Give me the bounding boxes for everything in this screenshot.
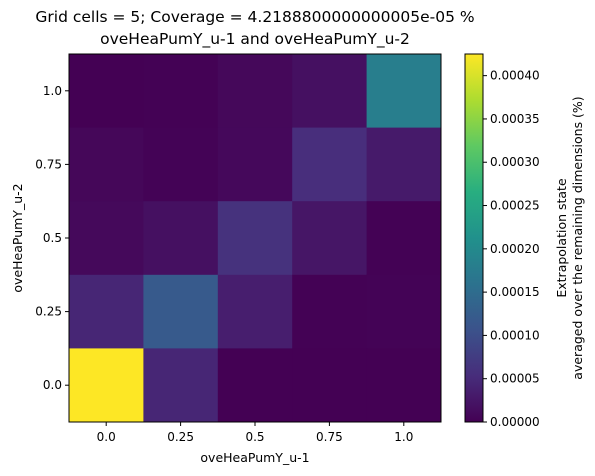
colorbar-tick-label: 0.00030 [490,155,540,169]
heatmap-cell [366,127,442,202]
y-tick-label: 0.5 [43,231,62,245]
x-tick-label: 0.0 [97,430,116,444]
colorbar [465,54,483,422]
heatmap-cell [366,274,442,349]
colorbar-tick-label: 0.00010 [490,328,540,342]
heatmap-cell [217,274,293,349]
heatmap-cell [217,201,293,276]
colorbar-tick-label: 0.00005 [490,372,540,386]
heatmap-cell [292,54,368,129]
heatmap-cell [143,348,219,423]
heatmap-cell [143,54,219,129]
heatmap-cell [69,127,144,202]
heatmap-cell [292,274,368,349]
colorbar-ticks: 0.00000 0.00005 0.00010 0.00015 0.00020 0.000… [483,69,540,429]
colorbar-tick-label: 0.00020 [490,242,540,256]
heatmap-cell [143,201,219,276]
heatmap-cell [366,201,442,276]
y-tick-label: 0.0 [43,378,62,392]
x-tick-label: 1.0 [394,430,413,444]
colorbar-tick-label: 0.00000 [490,415,540,429]
heatmap-cell [292,348,368,423]
heatmap-cell [292,127,368,202]
heatmap-cell [217,348,293,423]
colorbar-label-line-1: Extrapolation state [554,178,569,298]
colorbar-tick-label: 0.00035 [490,112,540,126]
colorbar-tick-label: 0.00040 [490,69,540,83]
heatmap-cell [292,201,368,276]
heatmap-cell [217,127,293,202]
colorbar-tick-label: 0.00025 [490,199,540,213]
colorbar-frame [464,53,484,423]
y-tick-label: 0.25 [35,305,62,319]
heatmap-cell [143,127,219,202]
heatmap-cell [143,274,219,349]
colorbar-tick-label: 0.00015 [490,285,540,299]
heatmap-cell [69,201,144,276]
y-axis-label: oveHeaPumY_u-2 [10,183,25,292]
y-tick-label: 1.0 [43,84,62,98]
y-tick-label: 0.75 [35,157,62,171]
x-tick-label: 0.5 [245,430,264,444]
chart-title-line-1: Grid cells = 5; Coverage = 4.21888000000… [35,8,474,26]
chart-title-line-2: oveHeaPumY_u-1 and oveHeaPumY_u-2 [100,30,410,49]
heatmap-cell [69,274,144,349]
y-axis-ticks: 1.0 0.75 0.5 0.25 0.0 [35,84,69,392]
x-tick-label: 0.25 [167,430,194,444]
heatmap-cell [217,54,293,129]
heatmap-cells [69,54,442,423]
x-axis-label: oveHeaPumY_u-1 [200,450,309,465]
heatmap-cell [69,54,144,129]
x-tick-label: 0.75 [316,430,343,444]
x-axis-ticks: 0.0 0.25 0.5 0.75 1.0 [97,422,413,444]
heatmap-cell [366,54,442,129]
colorbar-label-line-2: averaged over the remaining dimensions (… [570,96,585,379]
heatmap-cell [69,348,144,423]
heatmap-cell [366,348,442,423]
